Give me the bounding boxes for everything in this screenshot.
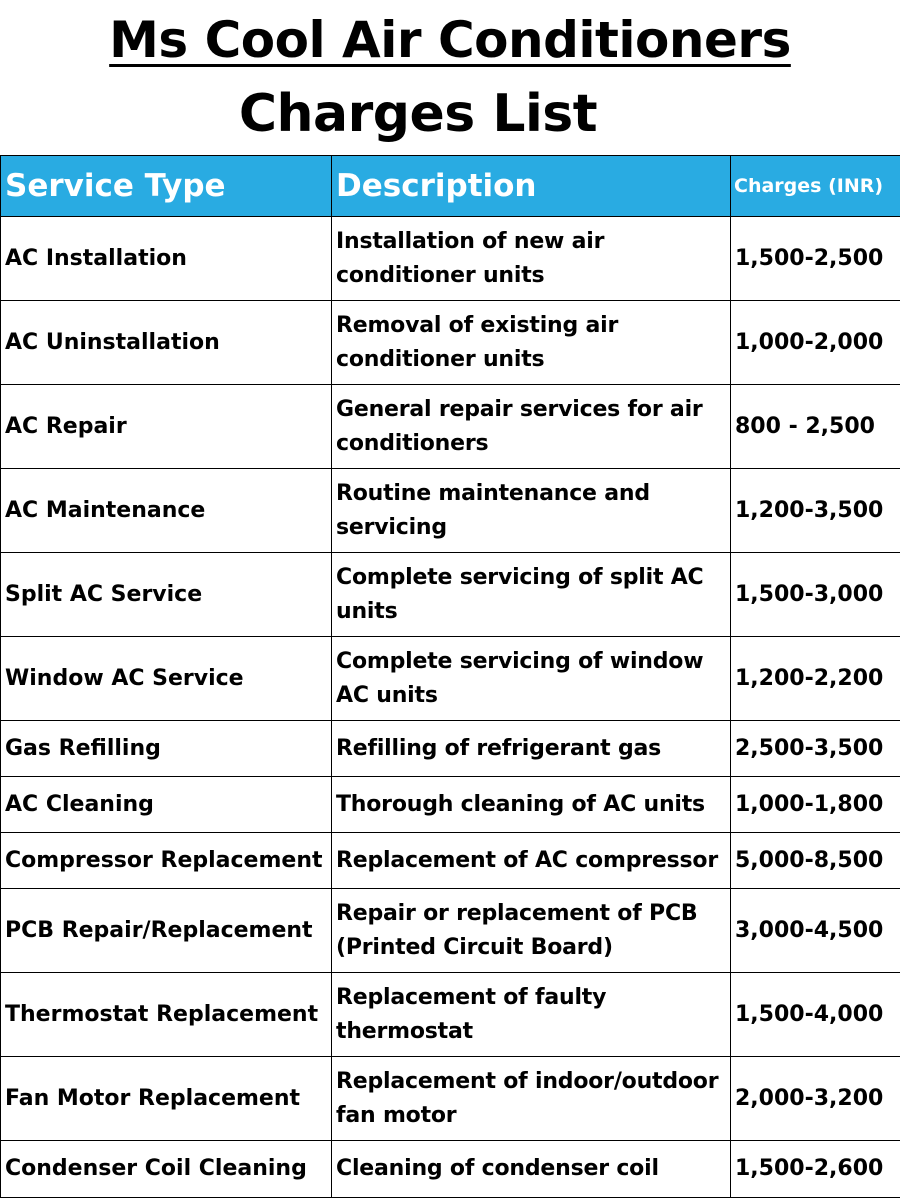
service-cell: AC Installation <box>0 216 332 301</box>
charges-cell: 1,500-2,500 <box>730 216 900 301</box>
charges-cell: 1,000-2,000 <box>730 300 900 385</box>
table-body: AC Installation Installation of new air … <box>0 216 900 1198</box>
charges-cell: 1,500-3,000 <box>730 552 900 637</box>
description-cell: Complete servicing of window AC units <box>331 636 731 721</box>
charges-cell: 2,000-3,200 <box>730 1056 900 1141</box>
table-header: Service Type Description Charges (INR) <box>0 155 900 217</box>
description-cell: Removal of existing air conditioner unit… <box>331 300 731 385</box>
table-row: Fan Motor Replacement Replacement of ind… <box>0 1056 900 1141</box>
table-row: Split AC Service Complete servicing of s… <box>0 552 900 637</box>
description-cell: Repair or replacement of PCB (Printed Ci… <box>331 888 731 973</box>
table-row: AC Maintenance Routine maintenance and s… <box>0 468 900 553</box>
charges-cell: 3,000-4,500 <box>730 888 900 973</box>
table-row: AC Installation Installation of new air … <box>0 216 900 301</box>
service-cell: AC Cleaning <box>0 776 332 833</box>
charges-cell: 1,500-2,600 <box>730 1140 900 1198</box>
description-cell: Cleaning of condenser coil <box>331 1140 731 1198</box>
description-cell: Routine maintenance and servicing <box>331 468 731 553</box>
description-cell: Refilling of refrigerant gas <box>331 720 731 777</box>
service-cell: Condenser Coil Cleaning <box>0 1140 332 1198</box>
service-cell: Compressor Replacement <box>0 832 332 889</box>
table-row: Window AC Service Complete servicing of … <box>0 636 900 721</box>
column-header-charges: Charges (INR) <box>730 155 900 217</box>
description-cell: Replacement of indoor/outdoor fan motor <box>331 1056 731 1141</box>
table-row: AC Cleaning Thorough cleaning of AC unit… <box>0 776 900 833</box>
service-cell: Fan Motor Replacement <box>0 1056 332 1141</box>
description-cell: Replacement of faulty thermostat <box>331 972 731 1057</box>
description-cell: General repair services for air conditio… <box>331 384 731 469</box>
charges-cell: 1,200-2,200 <box>730 636 900 721</box>
table-row: AC Uninstallation Removal of existing ai… <box>0 300 900 385</box>
table-row: Gas Refilling Refilling of refrigerant g… <box>0 720 900 777</box>
charges-list-subtitle: Charges List <box>238 84 598 144</box>
column-header-service-type: Service Type <box>0 155 332 217</box>
service-cell: AC Maintenance <box>0 468 332 553</box>
service-cell: AC Repair <box>0 384 332 469</box>
table-row: Thermostat Replacement Replacement of fa… <box>0 972 900 1057</box>
table-row: Compressor Replacement Replacement of AC… <box>0 832 900 889</box>
table-row: AC Repair General repair services for ai… <box>0 384 900 469</box>
charges-cell: 1,000-1,800 <box>730 776 900 833</box>
charges-cell: 2,500-3,500 <box>730 720 900 777</box>
service-cell: Window AC Service <box>0 636 332 721</box>
service-cell: PCB Repair/Replacement <box>0 888 332 973</box>
charges-cell: 5,000-8,500 <box>730 832 900 889</box>
charges-cell: 1,500-4,000 <box>730 972 900 1057</box>
description-cell: Thorough cleaning of AC units <box>331 776 731 833</box>
description-cell: Replacement of AC compressor <box>331 832 731 889</box>
charges-cell: 800 - 2,500 <box>730 384 900 469</box>
charges-table: Service Type Description Charges (INR) A… <box>0 155 900 1198</box>
description-cell: Complete servicing of split AC units <box>331 552 731 637</box>
column-header-description: Description <box>331 155 731 217</box>
company-title: Ms Cool Air Conditioners <box>109 11 791 69</box>
service-cell: Thermostat Replacement <box>0 972 332 1057</box>
service-cell: Gas Refilling <box>0 720 332 777</box>
service-cell: AC Uninstallation <box>0 300 332 385</box>
description-cell: Installation of new air conditioner unit… <box>331 216 731 301</box>
service-cell: Split AC Service <box>0 552 332 637</box>
charges-cell: 1,200-3,500 <box>730 468 900 553</box>
table-row: PCB Repair/Replacement Repair or replace… <box>0 888 900 973</box>
table-row: Condenser Coil Cleaning Cleaning of cond… <box>0 1140 900 1198</box>
header-row: Service Type Description Charges (INR) <box>0 155 900 217</box>
